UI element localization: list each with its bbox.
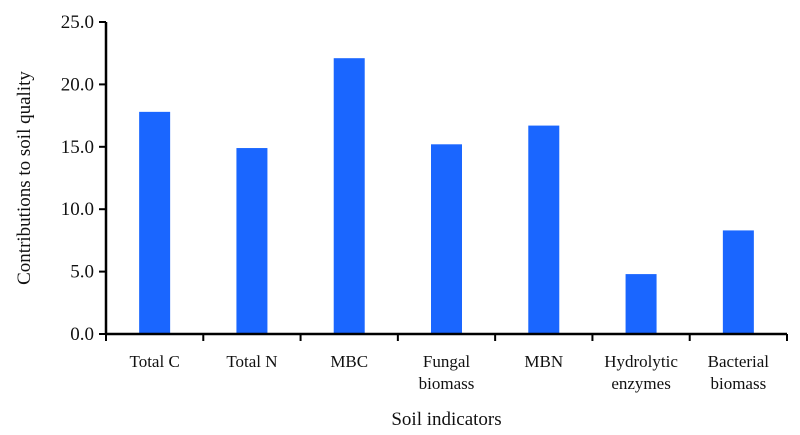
y-axis-ticks: 0.0 5.0 10.0 15.0 20.0 25.0: [61, 12, 106, 345]
y-tick-label: 10.0: [61, 199, 94, 220]
bar: [431, 144, 462, 334]
x-category-label: Total N: [226, 352, 277, 371]
x-category-label-line: biomass: [710, 374, 766, 393]
bar: [625, 274, 657, 334]
y-tick-label: 20.0: [61, 74, 94, 95]
bar: [722, 230, 754, 334]
y-tick-label: 0.0: [70, 324, 94, 345]
x-category-label-line: Bacterial: [708, 352, 770, 371]
x-category-label: MBC: [330, 352, 368, 371]
category-labels: Total C Total N MBC Fungal biomass MBN Hydroly…: [130, 352, 770, 393]
bars: [139, 58, 754, 334]
x-axis-ticks: [105, 334, 788, 341]
x-category-label: MBN: [524, 352, 563, 371]
y-tick-label: 25.0: [61, 12, 94, 33]
x-category-label: Total C: [130, 352, 180, 371]
bar: [528, 125, 560, 334]
x-category-label-line: Fungal: [423, 352, 471, 371]
y-axis-title: Contributions to soil quality: [14, 71, 35, 285]
x-category-label: Bacterial biomass: [708, 352, 770, 393]
x-category-label-line: MBN: [524, 352, 563, 371]
x-category-label-line: enzymes: [611, 374, 670, 393]
bar: [333, 58, 365, 334]
x-axis-title: Soil indicators: [391, 409, 501, 430]
y-tick-label: 15.0: [61, 137, 94, 158]
x-category-label: Hydrolytic enzymes: [604, 352, 678, 393]
x-category-label-line: Hydrolytic: [604, 352, 678, 371]
x-category-label-line: MBC: [330, 352, 368, 371]
x-category-label-line: Total C: [130, 352, 180, 371]
bar: [139, 111, 171, 334]
bar: [236, 148, 268, 334]
x-category-label-line: biomass: [419, 374, 475, 393]
x-category-label: Fungal biomass: [419, 352, 475, 393]
x-category-label-line: Total N: [226, 352, 277, 371]
y-tick-label: 5.0: [70, 262, 94, 283]
